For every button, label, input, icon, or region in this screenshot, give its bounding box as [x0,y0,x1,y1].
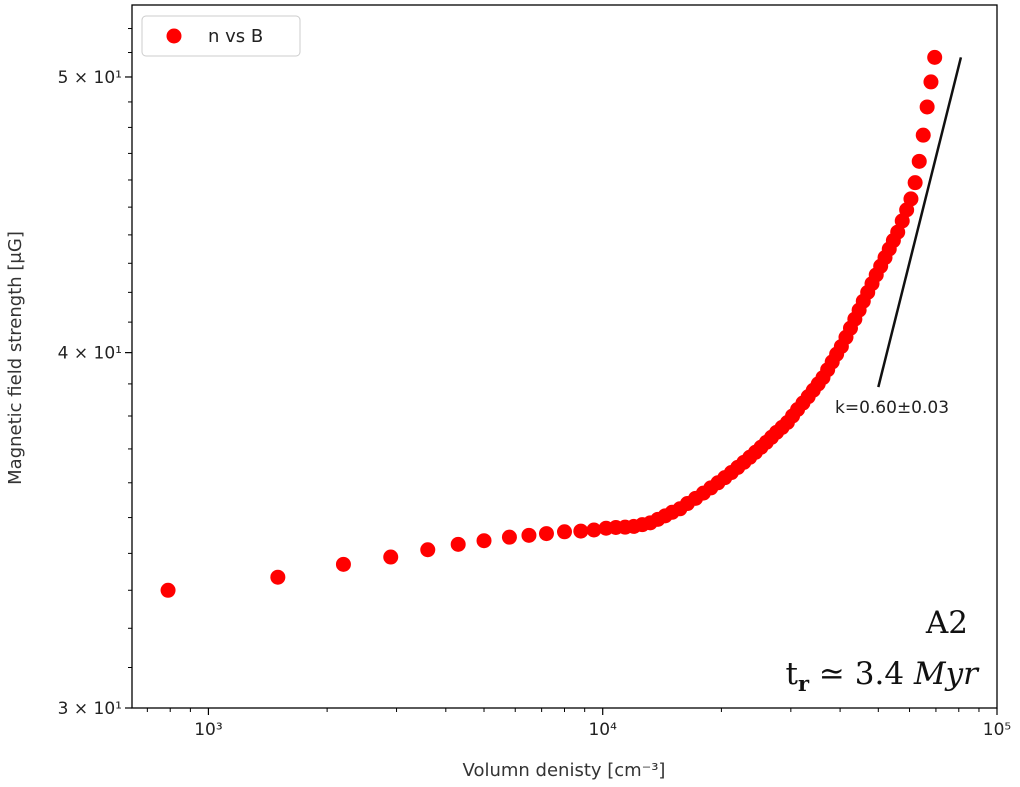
data-point [557,524,572,540]
data-point [573,523,589,539]
timescale-subscript: r [798,671,810,696]
legend-marker [166,28,182,44]
data-point [919,99,935,115]
data-point [903,191,919,207]
data-point [501,529,517,545]
legend-box [141,15,301,57]
timescale-unit: Myr [913,656,980,692]
data-point [907,175,923,191]
x-tick-label: 10⁵ [983,720,1011,740]
timescale-label: tr ≃ 3.4 Myr [786,656,981,696]
timescale-value: ≃ 3.4 [809,656,914,692]
legend-label: n vs B [208,26,263,47]
y-tick-label: 3 × 10¹ [58,699,122,719]
timescale-symbol: t [786,656,799,692]
data-point [521,527,537,543]
data-point [383,549,399,565]
panel-id: A2 [925,605,968,641]
scatter-series [160,49,943,598]
data-point [586,522,602,538]
data-point [420,542,436,558]
data-point [335,556,351,572]
y-tick-label: 4 × 10¹ [58,344,122,364]
y-axis-label: Magnetic field strength [μG] [5,231,26,485]
data-point [927,49,943,65]
plot-area [131,4,998,709]
data-point [450,536,466,552]
x-axis-label: Volumn denisty [cm⁻³] [463,760,666,781]
data-point [923,74,939,90]
data-point [270,569,286,585]
data-point [160,582,176,598]
slope-fit-line [877,57,963,388]
x-tick-label: 10³ [194,720,222,740]
x-axis-ticks: 10³ 10⁴ 10⁵ [146,708,1011,740]
data-point [911,153,927,169]
y-axis-ticks: 3 × 10¹ 4 × 10¹ 5 × 10¹ [58,28,132,719]
data-point [476,533,492,549]
legend: n vs B [141,15,301,57]
y-tick-label: 5 × 10¹ [58,68,122,88]
slope-annotation: k=0.60±0.03 [835,398,949,418]
x-tick-label: 10⁴ [588,720,617,740]
data-point [538,526,554,542]
data-point [915,127,931,143]
